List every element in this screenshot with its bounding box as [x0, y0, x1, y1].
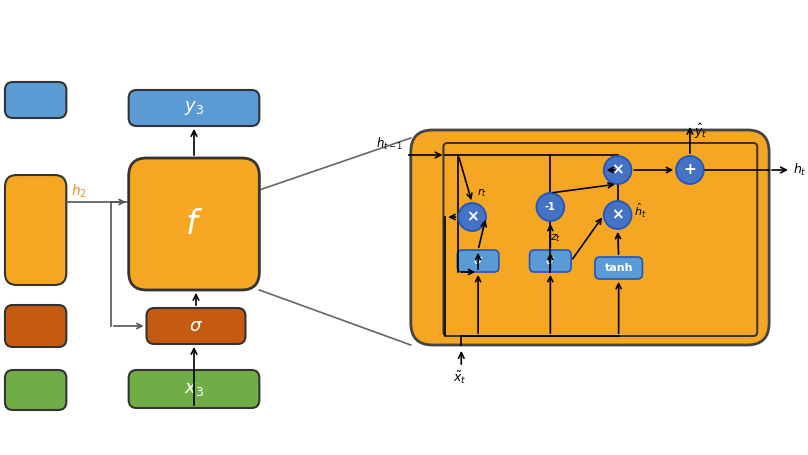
Text: $x_3$: $x_3$ [184, 380, 204, 398]
FancyBboxPatch shape [5, 370, 66, 410]
Text: $\hat{y}_t$: $\hat{y}_t$ [694, 122, 708, 141]
Text: $\hat{h}_t$: $\hat{h}_t$ [633, 202, 646, 220]
Text: $\sigma$: $\sigma$ [473, 254, 483, 268]
FancyBboxPatch shape [128, 90, 259, 126]
FancyBboxPatch shape [5, 305, 66, 347]
FancyBboxPatch shape [529, 250, 571, 272]
Circle shape [676, 156, 704, 184]
Text: ×: × [612, 207, 624, 222]
Text: $f$: $f$ [185, 207, 203, 241]
Circle shape [604, 156, 632, 184]
FancyBboxPatch shape [457, 250, 499, 272]
Text: $h_{t-1}$: $h_{t-1}$ [376, 136, 403, 152]
Circle shape [604, 201, 632, 229]
FancyBboxPatch shape [5, 175, 66, 285]
Text: $h_2$: $h_2$ [71, 182, 87, 200]
Text: $\sigma$: $\sigma$ [545, 254, 555, 268]
Text: ×: × [612, 162, 624, 177]
Text: $h_t$: $h_t$ [793, 162, 806, 178]
Text: +: + [684, 162, 696, 177]
Text: $\tilde{x}_t$: $\tilde{x}_t$ [452, 369, 466, 385]
FancyBboxPatch shape [444, 143, 757, 336]
Text: tanh: tanh [604, 263, 633, 273]
Text: ×: × [465, 209, 478, 224]
Text: $r_t$: $r_t$ [477, 186, 487, 199]
FancyBboxPatch shape [146, 308, 246, 344]
Text: $z_t$: $z_t$ [550, 232, 562, 244]
Text: $\sigma$: $\sigma$ [189, 317, 203, 335]
FancyBboxPatch shape [595, 257, 642, 279]
FancyBboxPatch shape [128, 370, 259, 408]
Text: $y_3$: $y_3$ [184, 99, 204, 117]
Circle shape [537, 193, 564, 221]
FancyBboxPatch shape [128, 158, 259, 290]
FancyBboxPatch shape [5, 82, 66, 118]
Text: -1: -1 [545, 202, 556, 212]
FancyBboxPatch shape [410, 130, 769, 345]
Circle shape [458, 203, 486, 231]
